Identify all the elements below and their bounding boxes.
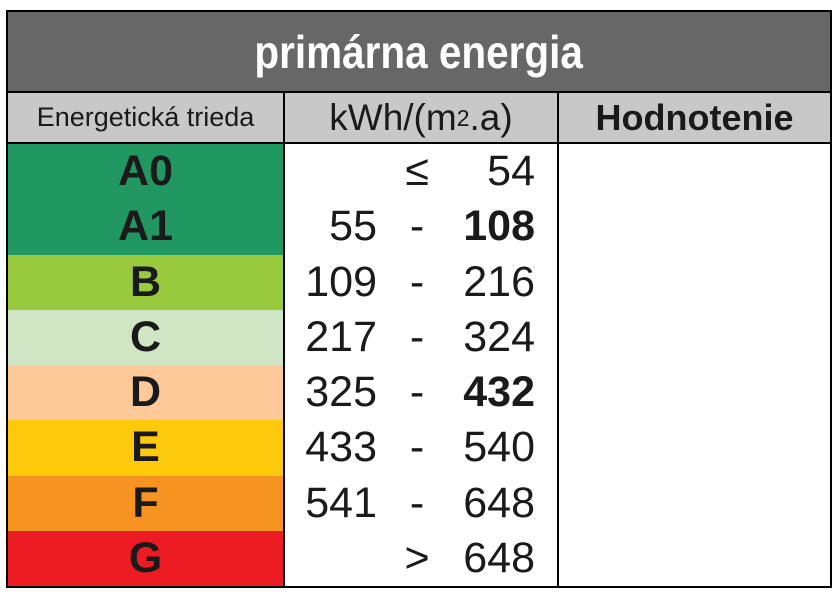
range-high: 216 <box>463 257 535 306</box>
class-cell-a1: A1 <box>8 199 283 255</box>
class-cell-c: C <box>8 309 283 365</box>
range-separator: - <box>409 312 425 361</box>
range-low: 109 <box>305 257 377 306</box>
class-label-a0: A0 <box>118 147 173 196</box>
range-row-g: > 648 <box>285 531 557 586</box>
range-high: 432 <box>463 368 535 417</box>
class-label-c: C <box>129 312 162 361</box>
range-row-a0: ≤ 54 <box>285 144 557 199</box>
range-separator: - <box>409 478 425 527</box>
class-label-e: E <box>131 423 160 472</box>
unit-suffix: .a) <box>469 96 513 138</box>
class-cell-e: E <box>8 420 283 476</box>
class-cell-b: B <box>8 254 283 310</box>
class-label-b: B <box>129 257 162 306</box>
class-label-g: G <box>128 533 163 582</box>
range-low: 541 <box>305 478 377 527</box>
range-separator: - <box>409 368 425 417</box>
range-row-d: 325 - 432 <box>285 365 557 420</box>
header-energy-class: Energetická trieda <box>36 102 255 132</box>
table-title: primárna energia <box>254 25 584 78</box>
class-label-d: D <box>129 368 162 417</box>
header-unit: kWh/(m 2 .a) <box>283 93 559 142</box>
energy-class-table: primárna energia Energetická trieda kWh/… <box>6 10 832 588</box>
range-row-a1: 55 - 108 <box>285 199 557 254</box>
range-low: 55 <box>329 202 377 251</box>
table-body: A0 A1 B C D E F G <box>8 144 830 586</box>
class-cell-a0: A0 <box>8 144 283 200</box>
range-high: 108 <box>463 202 535 251</box>
unit-prefix: kWh/(m <box>329 96 457 138</box>
range-row-f: 541 - 648 <box>285 476 557 531</box>
class-label-a1: A1 <box>118 202 173 251</box>
range-row-e: 433 - 540 <box>285 420 557 475</box>
range-low: 325 <box>305 368 377 417</box>
class-label-f: F <box>132 478 159 527</box>
class-cell-g: G <box>8 530 283 586</box>
range-high: 648 <box>463 533 535 582</box>
range-high: 54 <box>487 147 535 196</box>
rating-cell-empty <box>559 144 830 586</box>
class-cell-d: D <box>8 365 283 421</box>
range-separator: > <box>404 533 430 582</box>
range-high: 648 <box>463 478 535 527</box>
class-column: A0 A1 B C D E F G <box>8 144 283 586</box>
range-low: 217 <box>305 312 377 361</box>
range-separator: ≤ <box>405 147 429 196</box>
range-low: 433 <box>305 423 377 472</box>
header-rating: Hodnotenie <box>595 96 794 138</box>
range-row-b: 109 - 216 <box>285 255 557 310</box>
range-high: 540 <box>463 423 535 472</box>
range-separator: - <box>409 257 425 306</box>
range-separator: - <box>409 202 425 251</box>
column-header-row: Energetická trieda kWh/(m 2 .a) Hodnotenie <box>8 93 830 144</box>
range-column: ≤ 54 55 - 108 109 - 216 217 - 324 325 - <box>283 144 559 586</box>
table-title-band: primárna energia <box>8 12 830 93</box>
range-high: 324 <box>463 312 535 361</box>
range-row-c: 217 - 324 <box>285 310 557 365</box>
class-cell-f: F <box>8 475 283 531</box>
range-separator: - <box>409 423 425 472</box>
